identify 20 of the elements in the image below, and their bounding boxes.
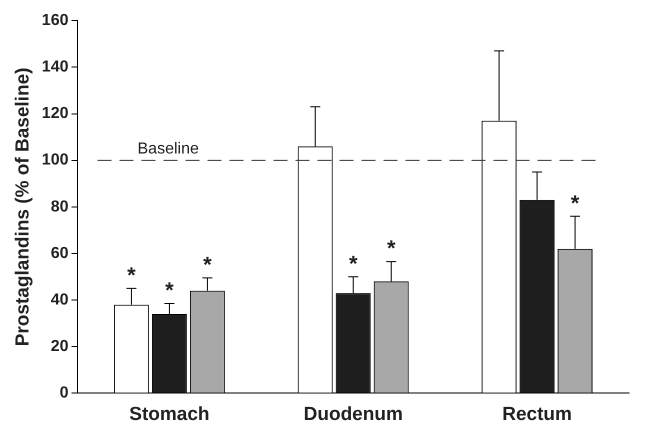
ref-line-label: Baseline — [137, 140, 199, 158]
data-label: * — [165, 278, 174, 303]
data-label: * — [203, 252, 212, 277]
data-label: * — [127, 262, 136, 288]
y-tick-label: 120 — [42, 105, 69, 122]
x-tick-label: Stomach — [129, 404, 210, 425]
y-axis-title: Prostaglandins (% of Baseline) — [12, 68, 34, 346]
y-tick-label: 160 — [42, 12, 69, 30]
y-tick-label: 40 — [50, 291, 69, 308]
data-label: * — [348, 250, 358, 276]
y-tick-label: 140 — [42, 58, 69, 76]
y-tick-label: 0 — [60, 384, 69, 402]
x-tick-label: Duodenum — [304, 404, 403, 425]
y-tick-label: 20 — [50, 338, 69, 356]
x-tick-label: Rectum — [502, 404, 572, 425]
data-label: * — [386, 236, 396, 261]
y-tick-label: 60 — [50, 244, 69, 262]
y-tick-label: 80 — [50, 198, 69, 216]
y-tick-label: 100 — [42, 152, 69, 169]
data-label: * — [570, 190, 580, 216]
